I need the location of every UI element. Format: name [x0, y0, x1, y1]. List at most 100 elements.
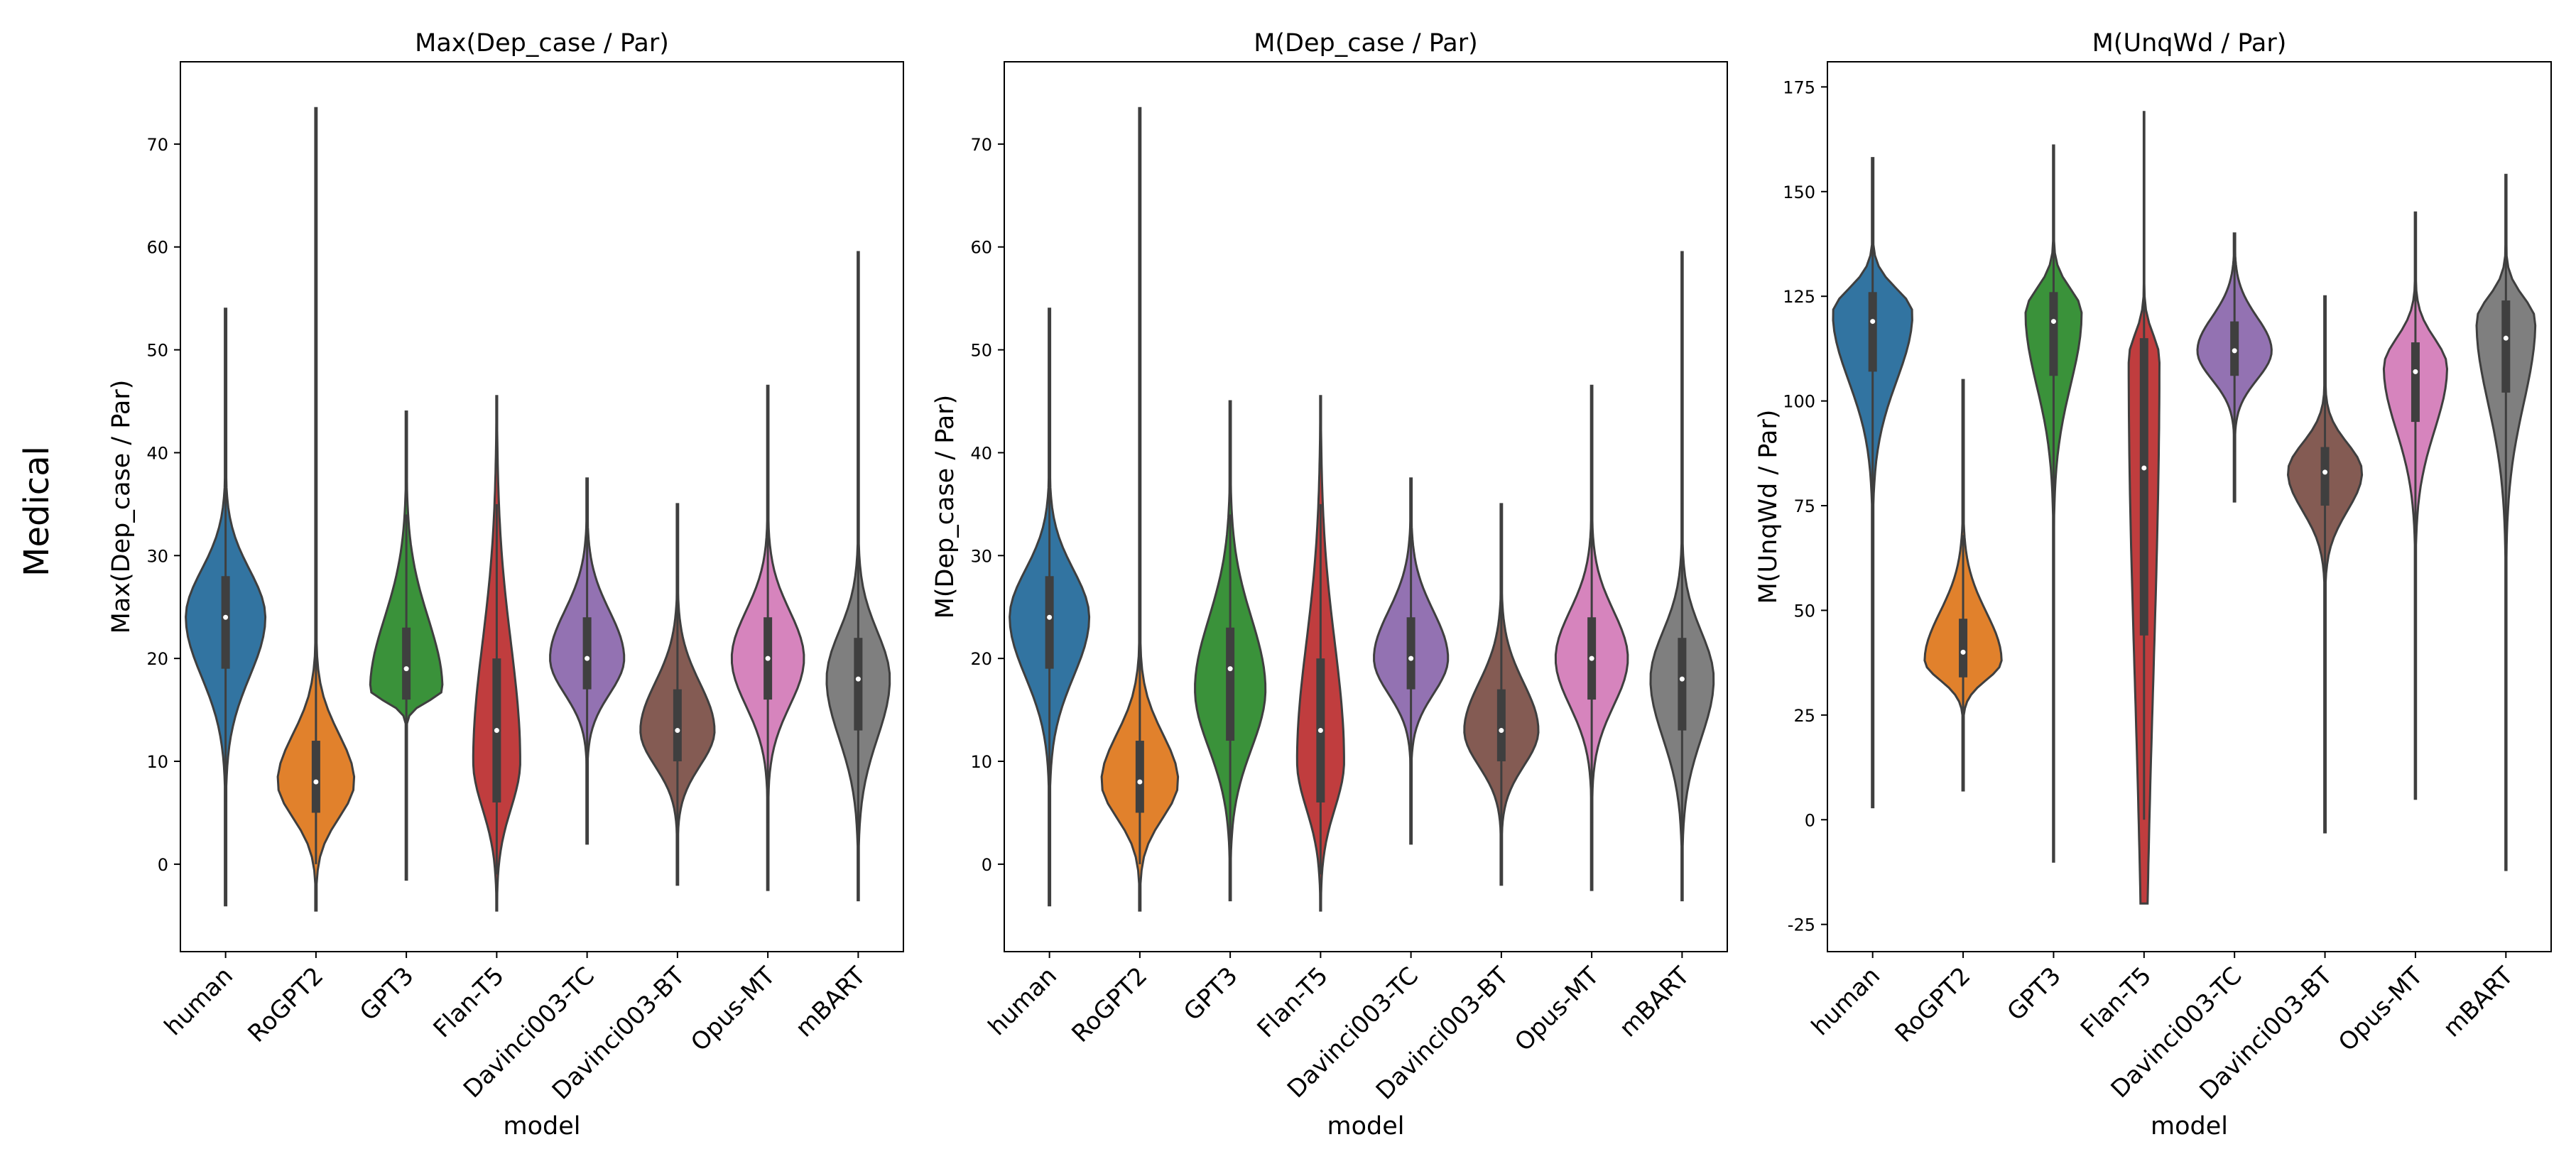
- y-tick-label: 40: [146, 443, 168, 463]
- iqr-box-davinci003-bt: [673, 689, 682, 762]
- y-tick-label: 20: [146, 649, 168, 669]
- iqr-box-mbart: [1678, 638, 1687, 731]
- x-tick-label-gpt3: GPT3: [2001, 962, 2066, 1026]
- y-tick-label: 70: [970, 135, 992, 155]
- median-opus-mt: [765, 655, 771, 661]
- x-axis-label: model: [2151, 1112, 2228, 1141]
- median-davinci003-tc: [2232, 348, 2237, 354]
- y-tick-label: 30: [970, 546, 992, 566]
- y-tick-label: 60: [146, 238, 168, 258]
- x-tick-label-gpt3: GPT3: [354, 962, 419, 1026]
- median-rogpt2: [313, 779, 319, 785]
- x-axis-label: model: [1327, 1112, 1405, 1141]
- y-tick-label: 175: [1783, 77, 1815, 97]
- x-tick-label-opus-mt: Opus-MT: [2333, 962, 2428, 1057]
- iqr-box-rogpt2: [1959, 619, 1968, 678]
- iqr-box-davinci003-bt: [1496, 689, 1506, 762]
- iqr-box-opus-mt: [2411, 342, 2420, 423]
- iqr-box-gpt3: [402, 627, 411, 700]
- x-tick-label-rogpt2: RoGPT2: [1067, 962, 1153, 1048]
- iqr-box-mbart: [2501, 300, 2511, 393]
- x-tick-label-flan-t5: Flan-T5: [2075, 962, 2157, 1043]
- y-tick-label: 100: [1783, 392, 1815, 412]
- y-tick-label: 40: [970, 443, 992, 463]
- y-tick-label: 50: [970, 341, 992, 361]
- x-tick-label-human: human: [983, 962, 1063, 1041]
- median-mbart: [1679, 676, 1685, 682]
- y-tick-label: 50: [1793, 601, 1815, 621]
- iqr-box-human: [1868, 292, 1877, 372]
- median-human: [223, 614, 229, 620]
- median-rogpt2: [1960, 649, 1966, 655]
- median-davinci003-tc: [585, 655, 590, 661]
- iqr-box-rogpt2: [1135, 741, 1144, 813]
- y-tick-label: 50: [146, 341, 168, 361]
- iqr-box-gpt3: [1226, 627, 1235, 741]
- median-human: [1047, 614, 1053, 620]
- y-axis-label: M(Dep_case / Par): [931, 395, 960, 619]
- iqr-box-davinci003-tc: [582, 617, 592, 690]
- iqr-box-human: [1045, 576, 1054, 669]
- y-tick-label: -25: [1788, 915, 1815, 935]
- panel-title: M(UnqWd / Par): [2092, 29, 2287, 58]
- axes-frame: [1827, 61, 2552, 952]
- iqr-box-gpt3: [2049, 292, 2058, 376]
- y-tick-label: 30: [146, 546, 168, 566]
- median-davinci003-bt: [2322, 469, 2328, 475]
- x-tick-label-flan-t5: Flan-T5: [1252, 962, 1334, 1043]
- iqr-box-rogpt2: [311, 741, 320, 813]
- median-mbart: [2503, 335, 2509, 341]
- iqr-box-davinci003-tc: [1406, 617, 1415, 690]
- y-tick-label: 10: [146, 752, 168, 772]
- median-rogpt2: [1137, 779, 1143, 785]
- iqr-box-human: [221, 576, 230, 669]
- median-davinci003-bt: [1499, 728, 1504, 734]
- iqr-box-mbart: [854, 638, 863, 731]
- row-label-medical: Medical: [17, 446, 57, 577]
- y-tick-label: 25: [1793, 706, 1815, 726]
- y-tick-label: 0: [982, 855, 992, 875]
- x-tick-label-mbart: mBART: [2438, 962, 2518, 1043]
- y-tick-label: 0: [158, 855, 168, 875]
- panel-3: M(UnqWd / Par) -25 0 25 50 75 100 125 150 175 huma…: [1754, 29, 2552, 1141]
- y-tick-label: 0: [1805, 810, 1815, 830]
- y-tick-label: 60: [970, 238, 992, 258]
- x-tick-label-flan-t5: Flan-T5: [428, 962, 510, 1043]
- median-opus-mt: [2413, 369, 2418, 374]
- x-tick-label-rogpt2: RoGPT2: [1890, 962, 1977, 1048]
- panel-title: Max(Dep_case / Par): [415, 29, 669, 58]
- median-davinci003-bt: [675, 728, 680, 734]
- x-tick-label-rogpt2: RoGPT2: [243, 962, 330, 1048]
- median-gpt3: [1227, 666, 1233, 672]
- y-axis-label: Max(Dep_case / Par): [107, 380, 136, 634]
- median-flan-t5: [494, 728, 499, 734]
- median-mbart: [855, 676, 861, 682]
- y-tick-label: 75: [1793, 496, 1815, 516]
- panel-title: M(Dep_case / Par): [1254, 29, 1478, 58]
- x-tick-label-human: human: [159, 962, 239, 1041]
- y-tick-label: 150: [1783, 183, 1815, 202]
- median-flan-t5: [1317, 728, 1323, 734]
- median-opus-mt: [1589, 655, 1594, 661]
- axes-frame: [180, 61, 904, 952]
- x-tick-label-gpt3: GPT3: [1178, 962, 1243, 1026]
- x-tick-label-mbart: mBART: [790, 962, 871, 1043]
- axes-frame: [1004, 61, 1728, 952]
- x-axis-label: model: [504, 1112, 581, 1141]
- y-tick-label: 20: [970, 649, 992, 669]
- median-gpt3: [2050, 319, 2056, 325]
- panel-1: Max(Dep_case / Par) 0 10 20 30 40 50 60 70 human R…: [107, 29, 904, 1141]
- y-tick-label: 125: [1783, 287, 1815, 307]
- median-human: [1870, 319, 1876, 325]
- median-gpt3: [403, 666, 409, 672]
- x-tick-label-mbart: mBART: [1614, 962, 1695, 1043]
- x-tick-label-human: human: [1806, 962, 1886, 1041]
- panel-2: M(Dep_case / Par) 0 10 20 30 40 50 60 70 human RoG…: [931, 29, 1728, 1141]
- y-tick-label: 10: [970, 752, 992, 772]
- iqr-box-davinci003-bt: [2320, 447, 2330, 506]
- x-tick-label-opus-mt: Opus-MT: [685, 962, 781, 1057]
- x-tick-label-opus-mt: Opus-MT: [1509, 962, 1604, 1057]
- median-davinci003-tc: [1408, 655, 1414, 661]
- y-tick-label: 70: [146, 135, 168, 155]
